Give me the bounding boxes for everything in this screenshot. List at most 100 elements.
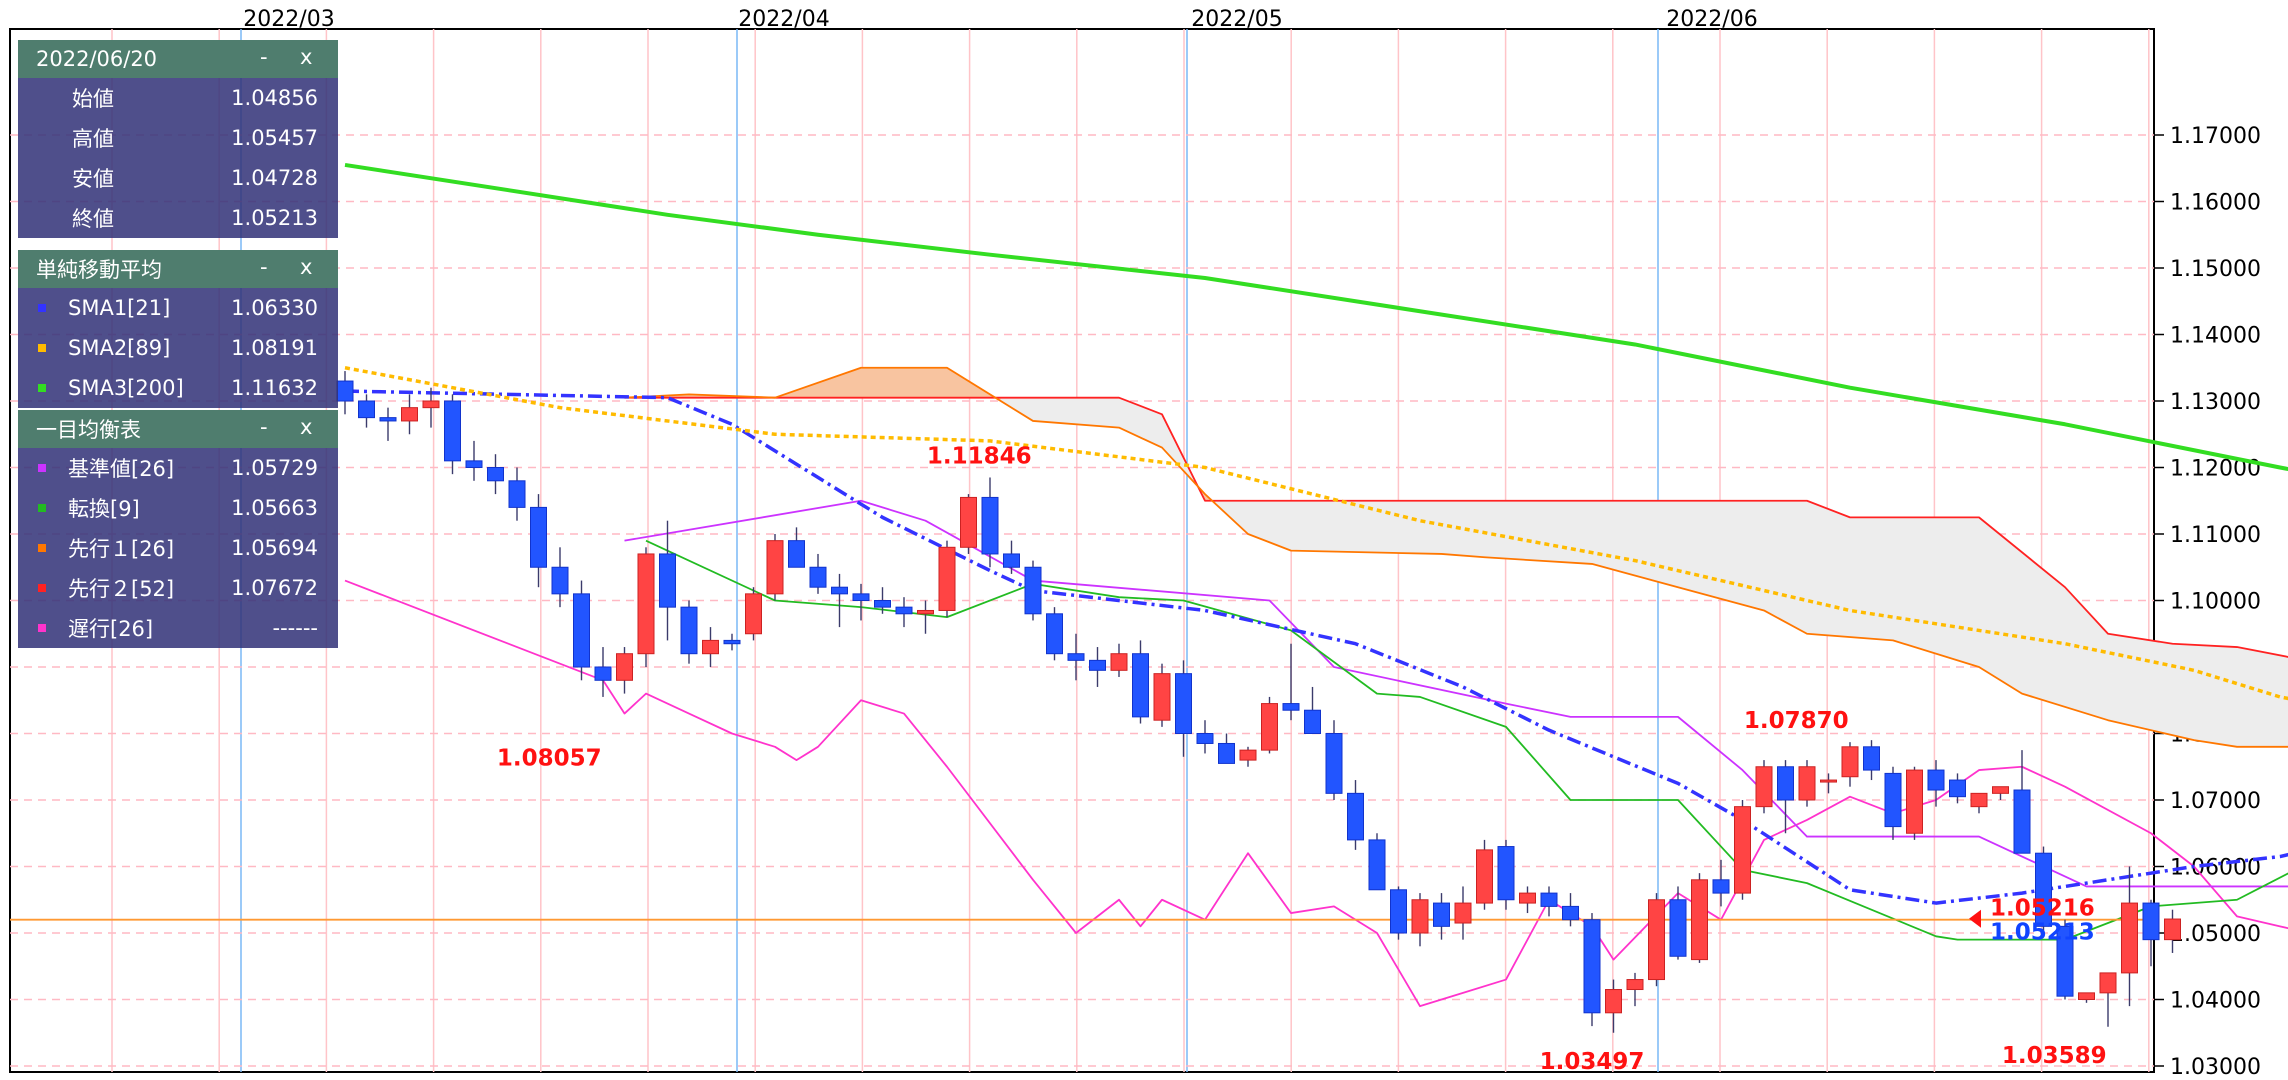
ichimoku-cloud-segment xyxy=(925,367,937,398)
ichimoku-cloud-segment xyxy=(893,367,905,398)
ichimoku-cloud-segment xyxy=(1527,500,1539,561)
ichimoku-cloud-segment xyxy=(1344,500,1356,553)
sma-close-button[interactable]: x xyxy=(300,255,313,279)
ichimoku-cloud-segment xyxy=(1075,397,1087,426)
candle-body xyxy=(1046,613,1063,655)
ichimoku-cloud-segment xyxy=(1398,500,1410,554)
candle-body xyxy=(1304,709,1321,734)
ichimoku-row: 先行２[52] 1.07672 xyxy=(18,568,338,608)
ichimoku-cloud-segment xyxy=(1581,500,1593,565)
sma-line-2 xyxy=(344,366,2288,701)
sma-row: SMA1[21] 1.06330 xyxy=(18,288,338,328)
ohlc-panel-date: 2022/06/20 xyxy=(36,47,158,71)
candle-body xyxy=(1003,553,1020,568)
candle-body xyxy=(1562,905,1579,921)
ichimoku-row: 遅行[26] ------ xyxy=(18,608,338,648)
ichimoku-cloud-segment xyxy=(1355,500,1367,553)
candle-body xyxy=(1755,766,1773,808)
x-tick-label: 2022/04 xyxy=(738,7,829,32)
x-tick-label: 2022/03 xyxy=(243,7,334,32)
ichimoku-cloud-segment xyxy=(2021,551,2033,698)
candle-body xyxy=(723,639,741,645)
ichimoku-cloud-segment xyxy=(1570,500,1582,564)
ohlc-minimize-button[interactable]: - xyxy=(260,45,268,69)
sma-row: SMA3[200] 1.11632 xyxy=(18,368,338,408)
ichimoku-cloud-segment xyxy=(1882,517,1894,641)
y-tick-label: 1.13000 xyxy=(2170,390,2261,415)
price-annotation: 1.03497 xyxy=(1540,1049,1645,1075)
ichimoku-cloud-segment xyxy=(1892,517,1904,645)
ichimoku-cloud-segment xyxy=(2118,635,2130,726)
ohlc-close-button[interactable]: x xyxy=(300,45,313,69)
price-annotation: 1.08057 xyxy=(497,746,602,772)
sma-value: 1.06330 xyxy=(231,296,318,320)
ichimoku-cloud-segment xyxy=(1505,500,1517,560)
ichimoku-cloud-segment xyxy=(1419,500,1431,554)
candle-body xyxy=(1476,849,1493,904)
price-annotation: 1.11846 xyxy=(927,444,1032,470)
candle-body xyxy=(1583,919,1601,1014)
candle-body xyxy=(637,553,655,655)
sma-minimize-button[interactable]: - xyxy=(260,255,268,279)
candle-body xyxy=(852,593,870,601)
ichimoku-cloud-segment xyxy=(2097,621,2109,721)
sma-value: 1.08191 xyxy=(231,336,318,360)
ichimoku-cloud-segment xyxy=(1817,504,1829,636)
ichimoku-cloud-segment xyxy=(1720,500,1732,603)
ichimoku-cloud-segment xyxy=(1860,517,1872,640)
candle-body xyxy=(831,586,848,595)
candle-body xyxy=(358,400,375,419)
candle-body xyxy=(1218,742,1235,764)
candle-body xyxy=(895,606,913,615)
senkou1-line xyxy=(624,366,2288,748)
candle-body xyxy=(401,407,418,422)
ichimoku-close-button[interactable]: x xyxy=(300,415,313,439)
candle-body xyxy=(1132,653,1149,718)
y-tick-label: 1.11000 xyxy=(2170,523,2261,548)
sma-label: SMA2[89] xyxy=(68,336,171,360)
kijun-swatch-icon xyxy=(38,464,46,472)
price-label-red: 1.05216 xyxy=(1990,896,2095,922)
ichimoku-cloud-segment xyxy=(2032,560,2044,701)
kijun-line xyxy=(624,499,2288,888)
candle-body xyxy=(2078,992,2095,1000)
ichimoku-cloud-segment xyxy=(2107,633,2119,724)
candle-body xyxy=(960,496,977,548)
y-tick-label: 1.16000 xyxy=(2170,191,2261,216)
candle-body xyxy=(745,593,762,635)
ichimoku-cloud-segment xyxy=(1742,500,1754,608)
ichimoku-cloud-segment xyxy=(1731,500,1743,605)
ichimoku-cloud-segment xyxy=(1989,525,2001,681)
chikou-swatch-icon xyxy=(38,624,46,632)
candle-body xyxy=(1497,846,1515,901)
candle-body xyxy=(1433,902,1450,927)
candle-body xyxy=(1196,733,1214,744)
ichimoku-cloud-segment xyxy=(1774,500,1786,623)
candle-body xyxy=(487,467,504,482)
candle-body xyxy=(1067,653,1085,661)
ohlc-label: 高値 xyxy=(72,127,114,151)
ichimoku-row: 転換[9] 1.05663 xyxy=(18,488,338,528)
ichimoku-cloud-segment xyxy=(1387,500,1399,554)
candle-body xyxy=(1863,746,1880,771)
sma-line-1 xyxy=(344,389,2288,905)
candle-body xyxy=(1734,806,1751,894)
candle-body xyxy=(336,380,354,402)
ichimoku-minimize-button[interactable]: - xyxy=(260,415,268,439)
candle-body xyxy=(788,540,805,568)
ichimoku-cloud-segment xyxy=(1806,500,1818,635)
y-tick-label: 1.07000 xyxy=(2170,789,2261,814)
ichimoku-cloud-segment xyxy=(1699,500,1711,597)
y-tick-label: 1.03000 xyxy=(2170,1055,2261,1080)
y-tick-label: 1.17000 xyxy=(2170,124,2261,149)
ichimoku-cloud-segment xyxy=(2161,641,2173,736)
ichimoku-cloud-segment xyxy=(1710,500,1722,600)
ichimoku-cloud-segment xyxy=(1290,500,1302,552)
candle-body xyxy=(1906,769,1923,834)
ichimoku-cloud-segment xyxy=(1430,500,1442,555)
candle-body xyxy=(594,666,612,681)
ichimoku-row: 先行１[26] 1.05694 xyxy=(18,528,338,568)
candle-body xyxy=(766,540,784,595)
candle-body xyxy=(2142,902,2160,941)
ichimoku-value: ------ xyxy=(272,616,318,640)
